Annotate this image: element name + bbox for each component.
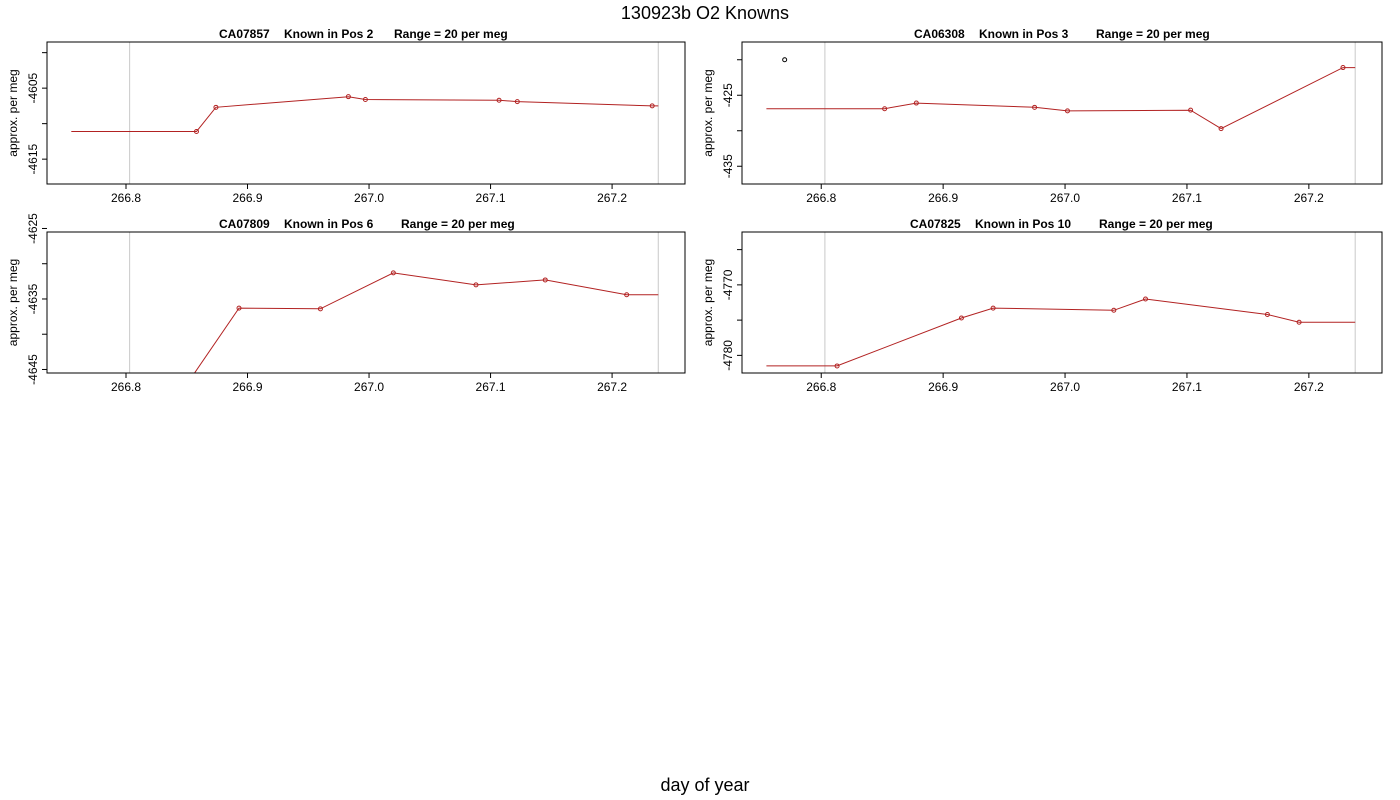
data-point <box>1264 311 1270 317</box>
data-point <box>542 277 548 283</box>
data-point <box>958 315 964 321</box>
data-point <box>882 106 888 112</box>
series-line <box>193 272 659 373</box>
figure-title: 130923b O2 Knowns <box>621 3 789 23</box>
x-tick-label: 267.2 <box>1294 191 1324 205</box>
x-tick-label: 266.9 <box>232 380 262 394</box>
x-tick-label: 266.9 <box>928 191 958 205</box>
data-point <box>834 363 840 369</box>
y-tick-label: -425 <box>721 83 735 107</box>
chart-panel-4: CA07825 Known in Pos 10 Range = 20 per meg… <box>701 217 1383 394</box>
panel-title-part: CA07825 <box>910 217 961 231</box>
x-tick-label: 267.0 <box>1050 191 1080 205</box>
panel-title-part: CA07857 <box>219 27 270 41</box>
outlier-point <box>782 57 788 63</box>
x-tick-label: 266.9 <box>928 380 958 394</box>
panel-title-part: Range = 20 per meg <box>401 217 515 231</box>
y-tick-label: -4605 <box>26 72 40 103</box>
data-point <box>496 97 502 103</box>
x-tick-label: 266.8 <box>111 380 141 394</box>
chart-panel-1: CA07857 Known in Pos 2 Range = 20 per meg 2… <box>6 27 686 205</box>
x-tick-label: 267.0 <box>354 380 384 394</box>
data-point <box>1296 319 1302 325</box>
x-tick-label: 267.0 <box>1050 380 1080 394</box>
plot-frame <box>741 41 1383 185</box>
y-tick-label: -4770 <box>721 269 735 300</box>
data-point <box>1218 126 1224 132</box>
y-tick-label: -4615 <box>26 143 40 174</box>
y-tick-label: -435 <box>721 154 735 178</box>
panel-title-part: Known in Pos 10 <box>975 217 1071 231</box>
x-tick-label: 267.2 <box>597 380 627 394</box>
panel-title-part: Known in Pos 3 <box>979 27 1069 41</box>
data-point <box>473 282 479 288</box>
data-point <box>1188 107 1194 113</box>
data-point <box>1032 104 1038 110</box>
y-axis-label: approx. per meg <box>701 259 715 346</box>
y-axis-label: approx. per meg <box>6 69 20 156</box>
data-point <box>1340 65 1346 71</box>
data-point <box>624 292 630 298</box>
data-point <box>514 99 520 105</box>
x-tick-label: 267.1 <box>476 191 506 205</box>
series-line <box>766 298 1356 367</box>
y-tick-label: -4645 <box>26 354 40 385</box>
y-axis-label: approx. per meg <box>701 69 715 156</box>
x-tick-label: 266.8 <box>806 380 836 394</box>
plot-frame <box>46 231 686 374</box>
x-tick-label: 267.2 <box>1294 380 1324 394</box>
panel-title-part: Range = 20 per meg <box>394 27 508 41</box>
x-tick-label: 267.2 <box>597 191 627 205</box>
data-point <box>213 104 219 110</box>
series-line <box>766 67 1356 130</box>
y-axis-label: approx. per meg <box>6 259 20 346</box>
data-point <box>1143 296 1149 302</box>
panel-title-part: Known in Pos 2 <box>284 27 374 41</box>
data-point <box>649 103 655 109</box>
data-point <box>345 94 351 100</box>
x-axis-label: day of year <box>660 775 749 795</box>
panel-title-part: Range = 20 per meg <box>1099 217 1213 231</box>
data-point <box>317 306 323 312</box>
x-tick-label: 266.9 <box>232 191 262 205</box>
data-point <box>193 128 199 134</box>
x-tick-label: 267.1 <box>476 380 506 394</box>
panel-title-part: CA07809 <box>219 217 270 231</box>
panel-title-part: Known in Pos 6 <box>284 217 374 231</box>
chart-panel-3: CA07809 Known in Pos 6 Range = 20 per meg 2… <box>6 213 686 394</box>
data-point <box>990 305 996 311</box>
data-point <box>913 100 919 106</box>
x-tick-label: 267.0 <box>354 191 384 205</box>
panels: CA07857 Known in Pos 2 Range = 20 per meg 2… <box>6 27 1383 394</box>
data-point <box>1064 108 1070 114</box>
x-tick-label: 267.1 <box>1172 380 1202 394</box>
panel-title-part: Range = 20 per meg <box>1096 27 1210 41</box>
series-line <box>71 96 659 132</box>
chart-panel-2: CA06308 Known in Pos 3 Range = 20 per meg 2… <box>701 27 1383 205</box>
data-point <box>1111 307 1117 313</box>
x-tick-label: 266.8 <box>111 191 141 205</box>
x-tick-label: 267.1 <box>1172 191 1202 205</box>
y-tick-label: -4625 <box>26 213 40 244</box>
y-tick-label: -4635 <box>26 283 40 314</box>
data-point <box>362 97 368 103</box>
data-point <box>390 270 396 276</box>
y-tick-label: -4780 <box>721 340 735 371</box>
data-point <box>236 305 242 311</box>
plot-frame <box>741 231 1383 374</box>
x-tick-label: 266.8 <box>806 191 836 205</box>
panel-title-part: CA06308 <box>914 27 965 41</box>
plot-frame <box>46 41 686 185</box>
